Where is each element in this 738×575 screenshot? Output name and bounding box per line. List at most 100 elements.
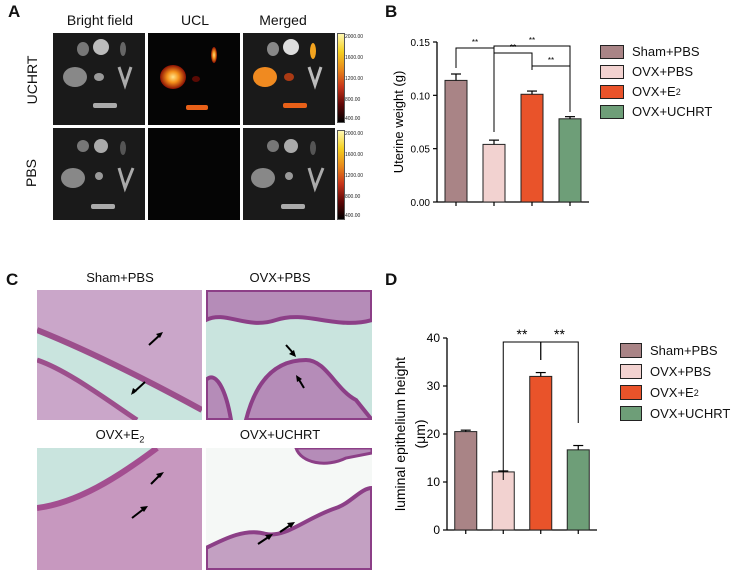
merged-image-uchrt: [243, 33, 335, 125]
histo-label-sham-pbs: Sham+PBS: [86, 270, 154, 285]
y-tick-label: 0.10: [411, 91, 431, 102]
legend-swatch: [620, 385, 642, 400]
significance-label: **: [510, 43, 516, 52]
epithelium-height-chart: 0 10 20 30 40 luminal epithelium height (μm) **…: [392, 326, 597, 537]
panel-letter-c: C: [6, 270, 19, 289]
y-axis-label: Uterine weight (g): [391, 71, 406, 174]
row-head-pbs: PBS: [23, 159, 39, 188]
legend-swatch: [620, 343, 642, 358]
legend-item: OVX+PBS: [600, 64, 693, 79]
uterine-weight-chart: 0.00 0.05 0.10 0.15 Uterine weight (g) ** ** **…: [391, 36, 589, 209]
colorbar-pbs: [337, 130, 345, 220]
legend-label: Sham+PBS: [650, 343, 718, 358]
histology-image-ovx-pbs: [206, 290, 372, 420]
legend-subscript: 2: [675, 86, 681, 97]
significance-label: **: [472, 38, 478, 47]
bar: [566, 449, 590, 531]
y-tick-label: 0.05: [411, 145, 431, 156]
colorbar-uchrt: [337, 33, 345, 123]
significance-label: **: [517, 326, 528, 342]
legend-swatch: [620, 364, 642, 379]
legend-label: OVX+E: [650, 385, 694, 400]
bar: [491, 471, 515, 531]
colorbar-tick: 2000.00: [345, 34, 364, 40]
legend-swatch: [620, 406, 642, 421]
row-head-uchrt: UCHRT: [24, 55, 40, 105]
colorbar-tick: 800.00: [345, 97, 361, 103]
legend-swatch: [600, 64, 624, 79]
legend-item: OVX+UCHRT: [600, 104, 712, 119]
legend-swatch: [600, 84, 624, 99]
y-tick-label: 30: [427, 379, 441, 393]
colorbar-tick: 800.00: [345, 194, 361, 200]
colorbar-tick: 1600.00: [345, 152, 364, 158]
legend-item: OVX+E 2: [620, 385, 699, 400]
significance-label: **: [529, 36, 535, 45]
luminescence-spots: [160, 47, 217, 110]
y-tick-label: 0: [433, 523, 440, 537]
histo-label-ovx-e2: OVX+E2: [95, 427, 145, 445]
panel-letter-d: D: [385, 270, 398, 289]
significance-label: **: [554, 326, 565, 342]
bar: [454, 431, 478, 531]
histology-image-sham-pbs: [37, 290, 202, 420]
legend-subscript: 2: [693, 387, 699, 398]
legend-swatch: [600, 104, 624, 119]
legend-item: OVX+PBS: [620, 364, 711, 379]
colorbar-tick: 1600.00: [345, 55, 364, 61]
y-tick-label: 0.15: [411, 38, 431, 49]
tissue-section: [37, 290, 202, 420]
tissue-section: [206, 448, 372, 570]
y-axis-label: luminal epithelium height: [392, 357, 408, 511]
col-head-ucl: UCL: [180, 12, 209, 28]
histology-image-ovx-uchrt: [206, 448, 372, 570]
y-tick-label: 0.00: [411, 198, 431, 209]
bar: [444, 79, 468, 203]
bar: [558, 118, 582, 203]
legend-label: OVX+PBS: [650, 364, 712, 379]
bright-field-image-uchrt: [53, 33, 145, 125]
histo-label-ovx-pbs: OVX+PBS: [249, 270, 311, 285]
y-tick-label: 40: [427, 331, 441, 345]
merged-image-pbs: [243, 128, 335, 220]
colorbar-tick: 400.00: [345, 116, 361, 122]
merged-overlay: [253, 39, 323, 108]
legend-item: Sham+PBS: [620, 343, 718, 358]
bar: [482, 143, 506, 203]
legend-item: Sham+PBS: [600, 44, 700, 59]
tissue-section: [37, 448, 202, 570]
legend-item: OVX+E 2: [600, 84, 681, 99]
col-head-bright-field: Bright field: [66, 12, 134, 28]
ucl-image-pbs: [148, 128, 240, 220]
histology-image-ovx-e2: [37, 448, 202, 570]
legend-label: OVX+UCHRT: [650, 406, 731, 421]
legend-swatch: [600, 44, 624, 59]
legend-label: Sham+PBS: [632, 44, 700, 59]
panel-letter-b: B: [385, 2, 398, 21]
colorbar-tick: 1200.00: [345, 76, 364, 82]
significance-bracket: [540, 341, 579, 423]
panel-letter-a: A: [8, 2, 21, 21]
bright-field-image-pbs: [53, 128, 145, 220]
colorbar-tick: 1200.00: [345, 173, 364, 179]
merged-overlay: [251, 139, 325, 209]
bar: [529, 375, 553, 531]
y-tick-label: 10: [427, 475, 441, 489]
colorbar-tick: 400.00: [345, 213, 361, 219]
y-tick-label: 20: [427, 427, 441, 441]
y-axis-unit: (μm): [412, 419, 428, 448]
legend-label: OVX+PBS: [632, 64, 694, 79]
bar: [520, 93, 544, 203]
legend-label: OVX+UCHRT: [632, 104, 713, 119]
significance-bracket: [531, 65, 571, 112]
legend-label: OVX+E: [632, 84, 676, 99]
tissue-section: [206, 290, 372, 420]
significance-label: **: [548, 56, 554, 65]
col-head-merged: Merged: [259, 12, 307, 28]
ucl-image-uchrt: [148, 33, 240, 125]
organ-silhouettes: [63, 39, 133, 108]
legend-item: OVX+UCHRT: [620, 406, 730, 421]
histo-label-ovx-uchrt: OVX+UCHRT: [239, 427, 321, 442]
organ-silhouettes: [61, 139, 135, 209]
colorbar-tick: 2000.00: [345, 131, 364, 137]
